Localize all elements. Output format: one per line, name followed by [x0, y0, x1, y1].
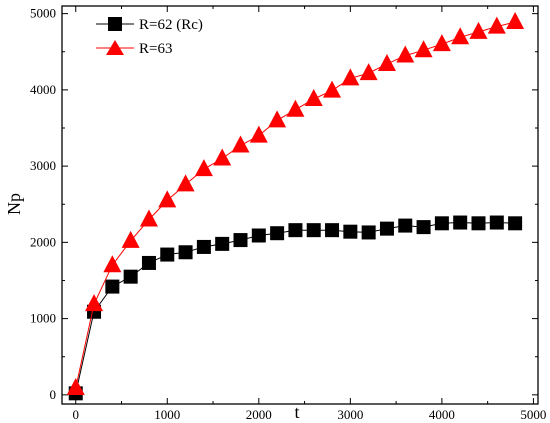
data-point-square: [343, 224, 358, 239]
data-point-square: [215, 236, 230, 251]
series-line: [75, 221, 516, 394]
data-point-triangle: [414, 40, 433, 58]
x-axis-title: t: [294, 402, 299, 422]
data-point-triangle: [304, 89, 323, 107]
axis-ticks: [62, 6, 538, 404]
legend-label-r63: R=63: [139, 41, 172, 57]
legend-label-r62: R=62 (Rc): [139, 17, 203, 33]
data-point-triangle: [396, 45, 415, 63]
data-point-triangle: [451, 27, 470, 45]
data-point-square: [288, 223, 303, 238]
series-1: [68, 215, 523, 401]
y-axis-title: Np: [4, 193, 24, 215]
data-point-square: [361, 225, 376, 240]
data-point-triangle: [469, 21, 488, 39]
y-tick-label: 3000: [30, 158, 56, 173]
data-point-triangle: [341, 68, 360, 86]
x-tick-label: 3000: [337, 407, 363, 422]
data-point-square: [434, 216, 449, 231]
x-tick-label: 5000: [520, 407, 546, 422]
y-tick-label: 4000: [30, 82, 56, 97]
data-point-triangle: [121, 230, 140, 248]
data-point-triangle: [139, 209, 158, 227]
legend: R=62 (Rc) R=63: [96, 17, 203, 57]
data-point-triangle: [359, 63, 378, 81]
data-point-square: [416, 220, 431, 235]
data-point-triangle: [377, 53, 396, 71]
data-point-square: [123, 269, 138, 284]
legend-marker-r63: [106, 40, 124, 55]
data-point-triangle: [323, 80, 342, 98]
data-point-square: [453, 215, 468, 230]
series-layer: [66, 12, 525, 401]
data-point-triangle: [158, 190, 177, 208]
legend-marker-r62: [108, 17, 122, 31]
y-tick-label: 2000: [30, 234, 56, 249]
data-point-square: [306, 223, 321, 238]
data-point-triangle: [249, 125, 268, 143]
x-tick-label: 1000: [154, 407, 180, 422]
series-line: [75, 21, 516, 389]
data-point-square: [178, 245, 193, 260]
data-point-triangle: [231, 135, 250, 153]
data-point-triangle: [213, 148, 232, 166]
y-tick-label: 1000: [30, 311, 56, 326]
x-tick-label: 0: [72, 407, 79, 422]
data-point-square: [233, 233, 248, 248]
data-point-triangle: [432, 34, 451, 52]
data-point-triangle: [66, 377, 85, 395]
x-tick-label: 2000: [246, 407, 272, 422]
y-tick-label: 0: [50, 387, 57, 402]
data-point-square: [251, 228, 266, 243]
data-point-triangle: [268, 110, 287, 128]
data-point-triangle: [194, 159, 213, 177]
plot-frame: [61, 5, 539, 405]
data-point-square: [508, 216, 523, 231]
tick-labels: 0 1000 2000 3000 4000 5000 0 1000 2000 3000 4000 50…: [30, 6, 546, 422]
data-point-square: [105, 279, 120, 294]
data-point-square: [160, 247, 175, 262]
series-2: [66, 12, 525, 395]
data-point-triangle: [286, 99, 305, 117]
data-point-square: [325, 223, 340, 238]
data-point-square: [398, 218, 413, 233]
data-point-triangle: [506, 12, 525, 30]
data-point-triangle: [103, 255, 122, 273]
y-tick-label: 5000: [30, 6, 56, 21]
x-tick-label: 4000: [429, 407, 455, 422]
data-point-square: [489, 215, 504, 230]
data-point-square: [379, 221, 394, 236]
data-point-triangle: [176, 174, 195, 192]
data-point-square: [141, 255, 156, 270]
data-point-triangle: [487, 16, 506, 34]
data-point-triangle: [85, 294, 104, 312]
data-point-square: [471, 216, 486, 231]
data-point-square: [196, 239, 211, 254]
data-point-square: [270, 226, 285, 241]
